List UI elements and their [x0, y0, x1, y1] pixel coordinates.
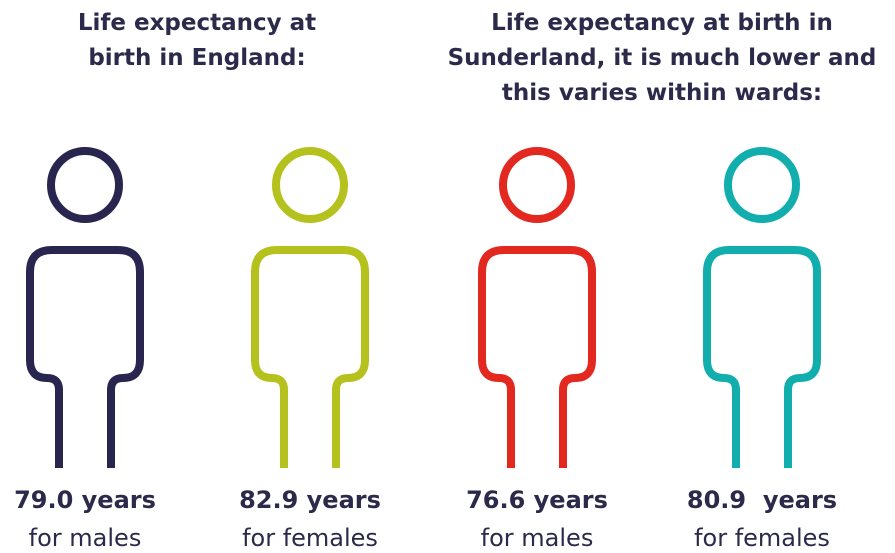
heading-line: Life expectancy at [78, 10, 316, 36]
heading-line: Sunderland, it is much lower and [448, 45, 877, 71]
figure-value: 82.9 years [239, 486, 381, 514]
figure-label: for males [29, 524, 142, 552]
person-head [499, 147, 575, 223]
person-body [26, 246, 144, 468]
person-body [251, 246, 369, 468]
heading-line: Life expectancy at birth in [491, 10, 833, 36]
person-head [272, 147, 348, 223]
person-head [724, 147, 800, 223]
person-head [47, 147, 123, 223]
person-body [703, 246, 821, 468]
person-body [478, 246, 596, 468]
heading-line: birth in England: [88, 45, 305, 71]
figure-value: 76.6 years [466, 486, 608, 514]
figure-label: for females [242, 524, 378, 552]
figure-label: for males [481, 524, 594, 552]
figure-value: 79.0 years [14, 486, 156, 514]
figure-value: 80.9 years [687, 486, 837, 514]
figure-label: for females [694, 524, 830, 552]
heading-line: this varies within wards: [502, 80, 822, 106]
